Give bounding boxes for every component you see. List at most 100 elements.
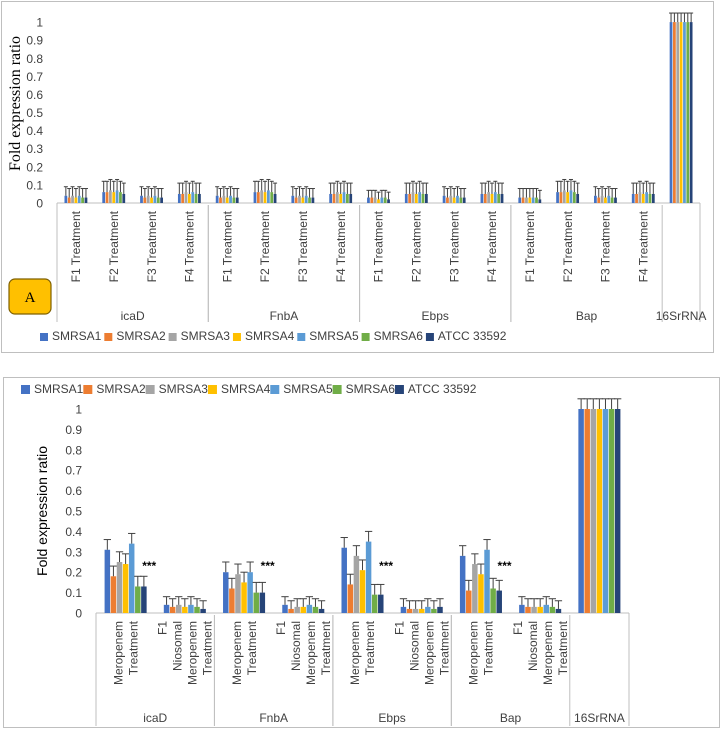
y-tick-label: 0.4: [26, 124, 43, 138]
bar-smrsa2: [288, 608, 294, 613]
bar-smrsa5: [247, 572, 253, 613]
bar-smrsa5: [425, 606, 431, 613]
bar-smrsa1: [140, 195, 143, 203]
legend: SMRSA1 SMRSA2 SMRSA3 SMRSA4 SMRSA5 SMRSA6 ATCC…: [40, 329, 507, 343]
bar-smrsa1: [102, 192, 106, 203]
bar-smrsa5: [543, 604, 550, 613]
y-tick-label: 0.9: [65, 423, 82, 437]
bar-atcc-33592: [160, 197, 163, 203]
bar-smrsa2: [332, 193, 336, 203]
bar-smrsa1: [253, 192, 257, 203]
category-label: Meropenem: [304, 621, 318, 685]
bar-smrsa5: [365, 541, 372, 613]
group-label: Bap: [500, 711, 522, 725]
legend-label: SMRSA4: [221, 382, 271, 396]
bar-atcc-33592: [555, 608, 562, 613]
legend-label: SMRSA5: [309, 329, 359, 343]
y-tick-label: 0.4: [65, 525, 82, 539]
category-label: F2 Treatment: [410, 210, 424, 282]
bar-atcc-33592: [500, 193, 504, 203]
category-label: Niosomal: [289, 621, 303, 671]
bar-smrsa1: [104, 549, 111, 613]
group-label: icaD: [143, 711, 167, 725]
bar-smrsa3: [260, 190, 264, 203]
bar-smrsa6: [253, 592, 259, 613]
y-tick-label: 0.5: [26, 106, 43, 120]
bar-smrsa6: [431, 608, 437, 613]
bar-smrsa3: [353, 555, 360, 613]
bar-smrsa5: [188, 604, 194, 613]
bar-smrsa1: [367, 197, 370, 203]
bar-atcc-33592: [259, 592, 266, 613]
category-label: Treatment: [126, 620, 140, 675]
bar-smrsa1: [518, 197, 522, 203]
bar-smrsa2: [635, 193, 638, 203]
bar-smrsa3: [562, 190, 566, 203]
bar-smrsa4: [604, 197, 607, 203]
bar-atcc-33592: [387, 199, 390, 203]
group-label: FnbA: [259, 711, 288, 725]
category-label: Meropenem: [467, 621, 481, 685]
bar-smrsa6: [686, 22, 690, 203]
category-label: F1: [392, 621, 406, 635]
legend-label: SMRSA6: [346, 382, 396, 396]
y-tick-label: 0.5: [65, 505, 82, 519]
bar-smrsa1: [282, 604, 288, 613]
bar-smrsa1: [400, 606, 407, 613]
bar-smrsa3: [676, 22, 680, 203]
bar-smrsa6: [312, 606, 319, 613]
category-label: Meropenem: [111, 621, 125, 685]
bar-atcc-33592: [651, 193, 655, 203]
bar-atcc-33592: [378, 594, 384, 613]
category-label: Treatment: [201, 620, 215, 675]
bar-atcc-33592: [614, 197, 617, 203]
bar-atcc-33592: [318, 608, 325, 613]
bar-smrsa4: [301, 197, 305, 203]
bar-smrsa3: [449, 195, 453, 203]
bar-atcc-33592: [122, 193, 126, 203]
bar-atcc-33592: [273, 193, 277, 203]
bar-smrsa6: [490, 588, 496, 613]
category-label: F1: [511, 621, 525, 635]
bar-smrsa6: [194, 193, 198, 203]
category-label: Treatment: [556, 620, 570, 675]
bar-smrsa3: [71, 195, 74, 203]
category-label: Meropenem: [422, 621, 436, 685]
bar-smrsa4: [263, 192, 267, 203]
category-label: F4 Treatment: [334, 210, 348, 282]
significance-annotation: ***: [498, 559, 512, 573]
bar-smrsa6: [648, 193, 652, 203]
bar-smrsa3: [294, 606, 300, 613]
bar-smrsa6: [549, 606, 556, 613]
category-label: Treatment: [437, 620, 451, 675]
panel-a-label: A: [25, 290, 36, 306]
panel-a-badge: [8, 278, 52, 315]
bar-atcc-33592: [235, 197, 239, 203]
legend-swatch: [104, 333, 113, 341]
bar-smrsa6: [81, 197, 84, 203]
panel-a-label-box: A: [8, 278, 52, 315]
group-label: 16SrRNA: [574, 711, 625, 725]
bar-smrsa2: [105, 192, 109, 203]
bar-smrsa1: [404, 193, 408, 203]
bar-smrsa2: [483, 193, 487, 203]
y-tick-label: 0.3: [26, 142, 43, 156]
bar-smrsa5: [456, 195, 459, 203]
bar-smrsa5: [531, 197, 535, 203]
bar-smrsa4: [182, 606, 188, 613]
chart-panel-a: 0 0.1 0.2 0.3 0.4 0.5 0.6 0.7 0.8 0.9 1 Fold expres…: [7, 12, 706, 343]
bar-smrsa5: [607, 195, 611, 203]
bar-smrsa2: [110, 576, 117, 613]
category-label: F1: [274, 621, 288, 635]
bar-atcc-33592: [689, 22, 693, 203]
bar-smrsa5: [380, 197, 384, 203]
category-label: Meropenem: [541, 621, 555, 685]
category-label: F2 Treatment: [107, 210, 121, 282]
bar-smrsa1: [341, 547, 347, 613]
bar-smrsa3: [184, 192, 188, 203]
bar-smrsa4: [478, 574, 484, 613]
group-label: Ebps: [378, 711, 405, 725]
bar-smrsa2: [597, 197, 601, 203]
bar-atcc-33592: [576, 193, 580, 203]
bar-atcc-33592: [538, 199, 542, 203]
